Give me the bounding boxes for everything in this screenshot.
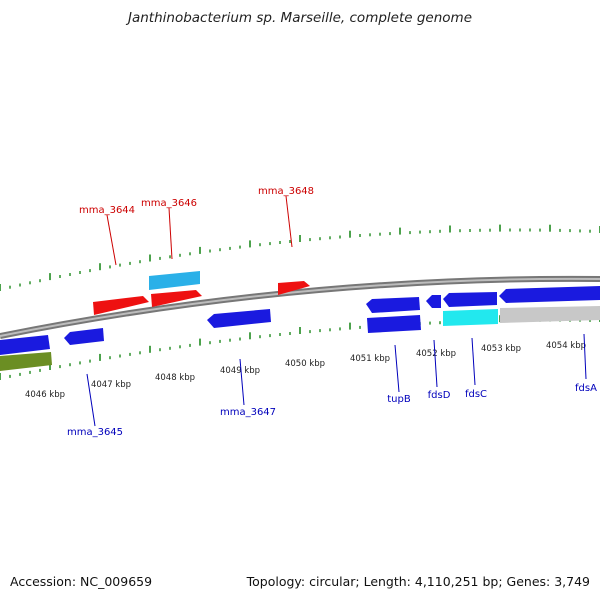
- kbp-label-4047: 4047 kbp: [91, 380, 131, 390]
- kbp-label-4052: 4052 kbp: [416, 349, 456, 359]
- genome-summary-text: Topology: circular; Length: 4,110,251 bp…: [246, 574, 590, 589]
- gene-label-mma-3646: mma_3646: [141, 198, 197, 209]
- gene-arrow-mma-3647[interactable]: [207, 309, 271, 328]
- gene-label-fdsc: fdsC: [465, 389, 487, 400]
- kbp-label-4046: 4046 kbp: [25, 390, 65, 400]
- leader-line-fdsa: [583, 333, 587, 380]
- gene-label-mma-3648: mma_3648: [258, 186, 314, 197]
- gene-arrow-mma-3648[interactable]: [278, 281, 310, 295]
- leader-line-mma-3648: [285, 195, 293, 248]
- gene-arrow-upper-b[interactable]: [443, 292, 497, 307]
- kbp-label-4048: 4048 kbp: [155, 373, 195, 383]
- misc-feature-band: [0, 352, 52, 371]
- leader-line-mma-3644: [106, 214, 117, 266]
- gene-arrow-left-edge[interactable]: [0, 335, 50, 355]
- gene-label-mma-3645: mma_3645: [67, 427, 123, 438]
- gene-arrow-mma-3644[interactable]: [93, 296, 149, 315]
- leader-line-fdsd: [433, 339, 438, 388]
- gene-arrow-upper-a[interactable]: [366, 297, 420, 313]
- rna-feature-fdsc[interactable]: [443, 309, 498, 326]
- pseudo-band-right: [500, 306, 600, 323]
- gene-label-mma-3644: mma_3644: [79, 205, 135, 216]
- map-title: Janthinobacterium sp. Marseille, complet…: [127, 10, 473, 26]
- gene-arrow-tupb[interactable]: [367, 315, 421, 333]
- gene-label-tupb: tupB: [387, 394, 411, 405]
- kbp-label-4049: 4049 kbp: [220, 366, 260, 376]
- gene-arrow-fdsa[interactable]: [499, 286, 600, 303]
- kbp-label-4051: 4051 kbp: [350, 354, 390, 364]
- leader-line-mma-3646: [168, 207, 173, 260]
- kbp-label-4050: 4050 kbp: [285, 359, 325, 369]
- gene-label-fdsa: fdsA: [575, 383, 597, 394]
- rna-feature-mma-3646[interactable]: [149, 271, 200, 290]
- kbp-label-4054: 4054 kbp: [546, 341, 586, 351]
- gene-arrow-mma-3646[interactable]: [151, 290, 202, 307]
- gene-label-mma-3647: mma_3647: [220, 407, 276, 418]
- outer-tick-track: [0, 224, 600, 291]
- gene-arrow-mma-3645[interactable]: [64, 328, 104, 345]
- leader-line-tupb: [394, 344, 400, 393]
- leader-line-mma-3647: [239, 358, 245, 406]
- leader-line-mma-3645: [86, 373, 96, 427]
- leader-line-fdsc: [471, 337, 476, 386]
- accession-text: Accession: NC_009659: [10, 574, 153, 589]
- gene-label-fdsd: fdsD: [428, 390, 451, 401]
- genome-backbone-highlight: [0, 277, 600, 337]
- gene-arrow-fdsd[interactable]: [426, 295, 441, 308]
- kbp-label-4053: 4053 kbp: [481, 344, 521, 354]
